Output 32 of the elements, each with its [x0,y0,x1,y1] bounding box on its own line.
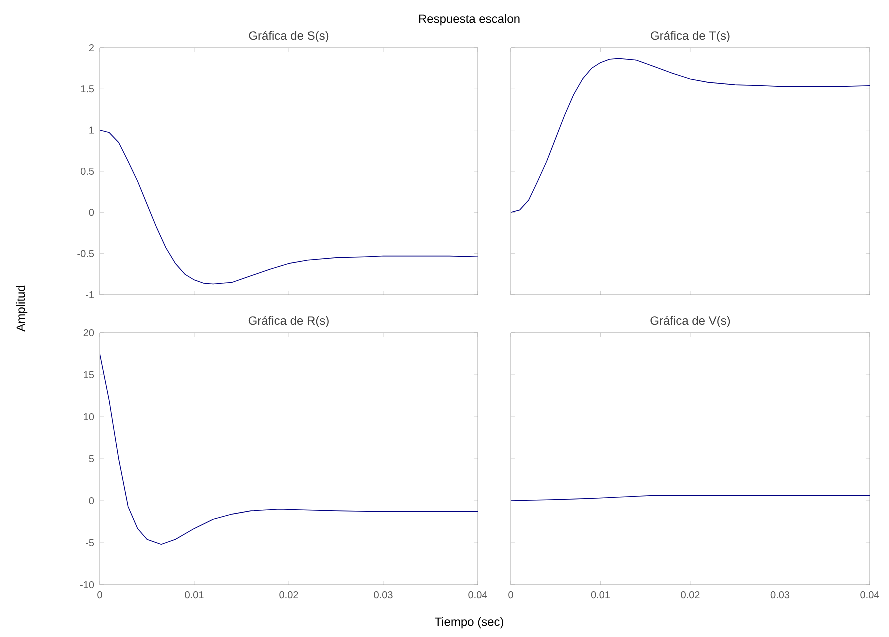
y-tick-label: 0 [89,209,94,216]
x-tick-label: 0.03 [374,592,393,599]
x-tick-label: 0.02 [681,592,700,599]
y-tick-label: -10 [80,581,94,589]
chart-title: Gráfica de S(s) [249,31,329,42]
y-tick-label: 20 [84,329,94,337]
chart-title: Gráfica de T(s) [651,31,730,42]
y-tick-label: 5 [89,455,94,462]
x-tick-label: 0.04 [468,592,488,599]
line-series [100,354,478,546]
y-tick-label: 0 [89,497,94,505]
y-tick-label: 10 [84,413,94,421]
x-tick-label: 0.02 [280,592,298,599]
y-tick-label: -0.5 [78,250,94,258]
y-tick-label: 15 [84,371,94,378]
text: Amplitud [16,286,28,332]
y-tick-label: -5 [86,539,94,546]
text: Tiempo (sec) [434,617,504,629]
x-tick-label: 0.04 [860,592,880,599]
chart-title: Gráfica de R(s) [248,316,329,328]
y-tick-label: 1 [90,126,94,134]
x-tick-label: 0.03 [770,592,790,599]
x-tick-label: 0.01 [185,592,204,599]
text: Respuesta escalon [419,14,520,26]
y-tick-label: 2 [89,44,94,52]
chart-title: Gráfica de V(s) [650,316,730,328]
y-tick-label: 1.5 [81,86,94,93]
y-tick-label: 0.5 [80,168,94,176]
x-tick-label: 0 [508,592,514,599]
x-tick-label: 0 [98,592,102,599]
y-tick-label: -1 [86,292,94,298]
x-tick-label: 0.01 [591,592,610,599]
